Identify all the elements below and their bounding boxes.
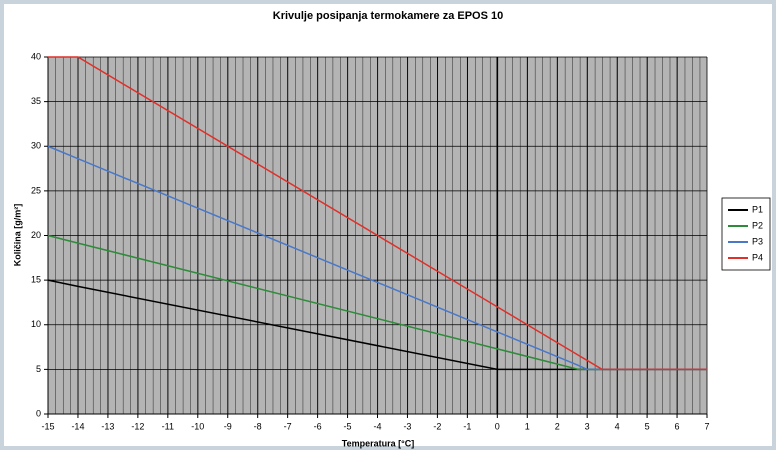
- legend-label: P3: [752, 236, 763, 246]
- x-tick-label: -8: [254, 421, 262, 431]
- x-tick-label: -4: [373, 421, 381, 431]
- x-tick-label: -12: [131, 421, 144, 431]
- x-tick-label: -1: [463, 421, 471, 431]
- y-tick-label: 35: [31, 96, 41, 106]
- x-axis-label: Temperatura [°C]: [342, 438, 414, 448]
- chart-title: Krivulje posipanja termokamere za EPOS 1…: [273, 10, 503, 22]
- y-tick-label: 20: [31, 230, 41, 240]
- x-tick-label: 7: [704, 421, 709, 431]
- x-tick-label: 5: [645, 421, 650, 431]
- x-tick-label: -10: [191, 421, 204, 431]
- x-tick-label: -3: [403, 421, 411, 431]
- x-tick-label: -14: [71, 421, 84, 431]
- y-axis-label: Količina [g/m²]: [12, 204, 22, 267]
- legend-label: P2: [752, 220, 763, 230]
- x-tick-label: 0: [495, 421, 500, 431]
- x-tick-label: -7: [284, 421, 292, 431]
- y-tick-label: 15: [31, 275, 41, 285]
- x-tick-label: 2: [555, 421, 560, 431]
- legend-label: P4: [752, 252, 763, 262]
- series-line: [48, 56, 707, 371]
- x-tick-label: -9: [224, 421, 232, 431]
- x-tick-label: 6: [675, 421, 680, 431]
- y-tick-label: 5: [36, 364, 41, 374]
- y-tick-label: 30: [31, 141, 41, 151]
- x-tick-label: -15: [41, 421, 54, 431]
- x-tick-label: -6: [314, 421, 322, 431]
- x-tick-label: -11: [162, 421, 174, 431]
- y-tick-label: 10: [31, 319, 41, 329]
- x-tick-label: -13: [101, 421, 114, 431]
- y-tick-label: 25: [31, 185, 41, 195]
- x-tick-label: 1: [525, 421, 530, 431]
- x-tick-label: 4: [615, 421, 620, 431]
- x-tick-label: -5: [344, 421, 352, 431]
- x-tick-label: -2: [433, 421, 441, 431]
- y-tick-label: 0: [36, 408, 41, 418]
- legend-label: P1: [752, 204, 763, 214]
- x-tick-label: 3: [585, 421, 590, 431]
- y-tick-label: 40: [31, 51, 41, 61]
